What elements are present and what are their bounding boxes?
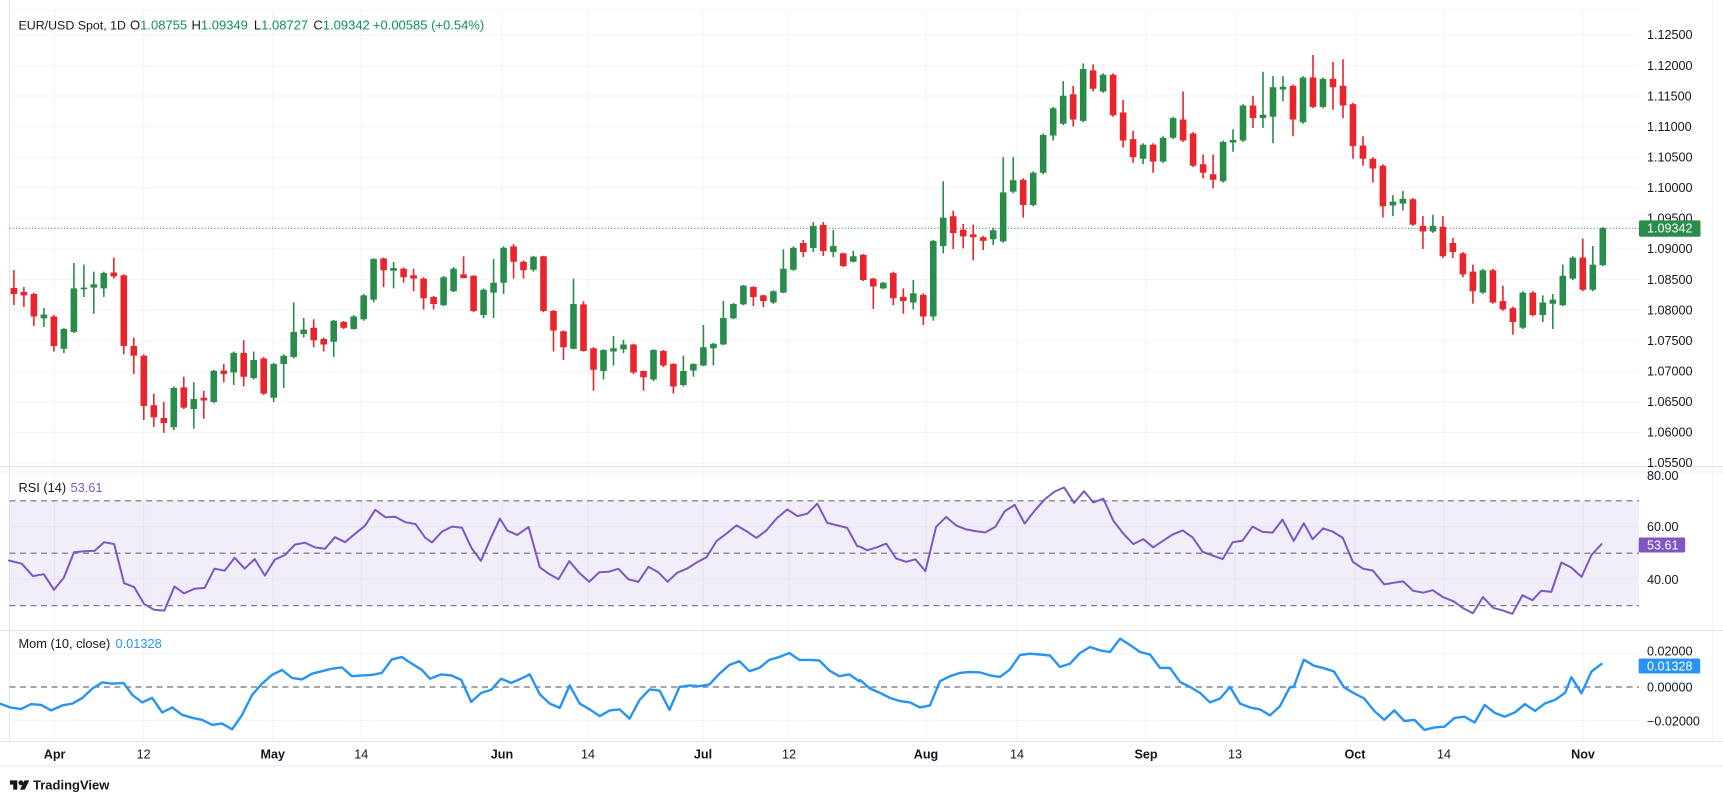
svg-text:14: 14 <box>581 748 595 762</box>
svg-text:14: 14 <box>1437 748 1451 762</box>
svg-text:12: 12 <box>782 748 796 762</box>
svg-text:1.07500: 1.07500 <box>1647 334 1693 348</box>
svg-text:1.08000: 1.08000 <box>1647 303 1693 317</box>
svg-text:40.00: 40.00 <box>1647 573 1679 587</box>
svg-text:RSI (14): RSI (14) <box>19 480 67 495</box>
svg-text:0.00000: 0.00000 <box>1647 681 1693 695</box>
svg-text:H1.09349: H1.09349 <box>192 18 248 33</box>
svg-text:60.00: 60.00 <box>1647 520 1679 534</box>
svg-text:O1.08755: O1.08755 <box>130 18 187 33</box>
svg-text:May: May <box>261 748 286 762</box>
svg-text:Jul: Jul <box>694 748 712 762</box>
svg-text:L1.08727: L1.08727 <box>254 18 308 33</box>
svg-text:1.12000: 1.12000 <box>1647 59 1693 73</box>
svg-text:Apr: Apr <box>44 748 66 762</box>
svg-text:TradingView: TradingView <box>33 777 110 792</box>
svg-text:1.09342: 1.09342 <box>1647 222 1693 236</box>
svg-text:0.01328: 0.01328 <box>1647 659 1693 673</box>
svg-text:−0.02000: −0.02000 <box>1647 714 1700 728</box>
svg-text:1.05500: 1.05500 <box>1647 456 1693 470</box>
svg-text:1.10000: 1.10000 <box>1647 181 1693 195</box>
svg-text:1.09000: 1.09000 <box>1647 242 1693 256</box>
svg-text:0.02000: 0.02000 <box>1647 645 1693 659</box>
svg-text:1.11000: 1.11000 <box>1647 120 1692 134</box>
svg-text:12: 12 <box>137 748 151 762</box>
svg-text:Jun: Jun <box>491 748 513 762</box>
svg-text:1.11500: 1.11500 <box>1647 89 1692 103</box>
svg-text:13: 13 <box>1228 748 1242 762</box>
svg-text:Nov: Nov <box>1571 748 1595 762</box>
svg-text:C1.09342: C1.09342 <box>313 18 369 33</box>
svg-text:Aug: Aug <box>914 748 938 762</box>
svg-text:Mom (10, close): Mom (10, close) <box>19 636 111 651</box>
svg-text:EUR/USD Spot, 1D: EUR/USD Spot, 1D <box>19 19 126 33</box>
svg-text:1.10500: 1.10500 <box>1647 150 1693 164</box>
svg-text:1.06500: 1.06500 <box>1647 395 1693 409</box>
svg-text:Oct: Oct <box>1345 748 1367 762</box>
svg-text:0.01328: 0.01328 <box>116 636 162 651</box>
svg-text:Sep: Sep <box>1134 748 1157 762</box>
svg-text:53.61: 53.61 <box>1647 538 1679 552</box>
svg-text:1.12500: 1.12500 <box>1647 28 1693 42</box>
svg-text:1.08500: 1.08500 <box>1647 273 1693 287</box>
svg-text:14: 14 <box>1010 748 1024 762</box>
svg-text:14: 14 <box>354 748 368 762</box>
svg-text:+0.00585 (+0.54%): +0.00585 (+0.54%) <box>373 18 484 33</box>
svg-text:1.06000: 1.06000 <box>1647 426 1693 440</box>
svg-text:53.61: 53.61 <box>71 480 103 495</box>
svg-text:80.00: 80.00 <box>1647 469 1679 483</box>
svg-text:1.07000: 1.07000 <box>1647 364 1693 378</box>
